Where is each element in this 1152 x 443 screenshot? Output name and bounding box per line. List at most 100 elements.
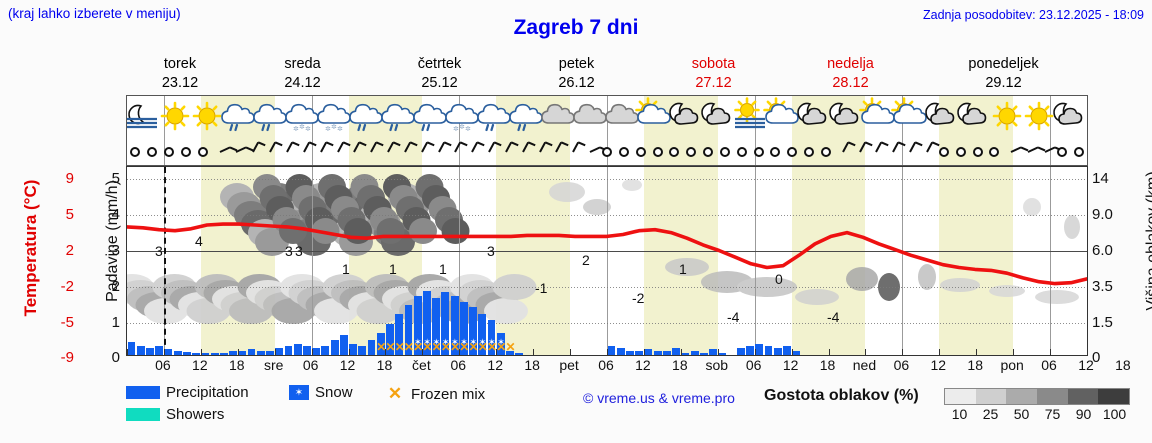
wind-barb-icon bbox=[864, 139, 890, 163]
x-axis-label: 06 bbox=[155, 357, 171, 373]
wind-calm-icon bbox=[747, 139, 771, 163]
wind-barb-icon bbox=[292, 139, 317, 163]
precipitation-bar bbox=[699, 353, 708, 355]
precipitation-bar bbox=[284, 345, 293, 355]
x-axis-label: 06 bbox=[302, 357, 319, 373]
wind-calm-icon bbox=[730, 139, 754, 163]
temperature-tick: -9 bbox=[60, 349, 74, 366]
precipitation-bar bbox=[487, 320, 496, 355]
wind-barb-icon bbox=[359, 139, 384, 163]
weather-icon-sun-cloud bbox=[635, 97, 675, 137]
x-axis-label: čet bbox=[412, 357, 431, 373]
wind-calm-icon bbox=[140, 139, 164, 163]
cloud-density-ramp-label: 25 bbox=[982, 406, 999, 422]
precipitation-bar bbox=[450, 296, 459, 355]
day-date: 26.12 bbox=[558, 75, 595, 91]
temperature-point-label: 2 bbox=[582, 252, 590, 269]
precipitation-bar bbox=[469, 307, 477, 355]
snow-marker: ✶ bbox=[423, 337, 431, 347]
precipitation-bar bbox=[404, 305, 413, 355]
wind-calm-icon bbox=[679, 139, 703, 163]
precipitation-bar bbox=[413, 296, 422, 355]
wind-barb-icon bbox=[410, 139, 435, 163]
wind-calm-icon bbox=[949, 139, 973, 163]
precipitation-tick: 4 bbox=[111, 206, 120, 223]
legend-frozen-mix-label: Frozen mix bbox=[411, 385, 486, 403]
x-axis-label: 06 bbox=[450, 357, 467, 373]
frozen-mix-marker: ✕ bbox=[440, 340, 451, 354]
wind-barb-icon bbox=[528, 139, 553, 163]
wind-barb-icon bbox=[494, 139, 519, 163]
x-tick bbox=[274, 349, 276, 355]
temperature-tick: 5 bbox=[65, 206, 74, 223]
precipitation-tick: 5 bbox=[111, 170, 120, 187]
day-header-torek: torek 23.12 bbox=[126, 52, 234, 92]
wind-calm-icon bbox=[713, 139, 737, 163]
frozen-mix-marker: ✕ bbox=[413, 340, 424, 354]
precipitation-bar bbox=[764, 345, 773, 355]
day-separator bbox=[1050, 137, 1052, 165]
svg-text:✲: ✲ bbox=[337, 125, 343, 133]
wind-calm-icon bbox=[1050, 139, 1074, 163]
cloud-height-tick: 3.5 bbox=[1092, 278, 1113, 295]
x-tick bbox=[1013, 349, 1015, 355]
x-tick bbox=[385, 349, 387, 355]
cloud-density-ramp-label: 50 bbox=[1013, 406, 1030, 422]
svg-text:✲: ✲ bbox=[453, 125, 459, 133]
wind-barb-icon bbox=[1016, 139, 1046, 163]
x-tick bbox=[754, 349, 756, 355]
wind-barb-icon bbox=[393, 139, 418, 163]
snow-marker: ✶ bbox=[497, 337, 505, 347]
precipitation-bar bbox=[644, 349, 653, 355]
precipitation-bar bbox=[755, 343, 764, 355]
cloud-height-tick: 9.0 bbox=[1092, 206, 1113, 223]
precipitation-tick: 1 bbox=[111, 314, 120, 331]
precipitation-bar bbox=[321, 345, 330, 355]
day-date: 24.12 bbox=[284, 75, 321, 91]
copyright-link[interactable]: © vreme.us & vreme.pro bbox=[583, 390, 735, 406]
cloud-density-ramp-label: 10 bbox=[951, 406, 968, 422]
x-axis-label: sre bbox=[263, 357, 284, 373]
cloud-height-tick: 1.5 bbox=[1092, 314, 1113, 331]
wind-barb-icon bbox=[511, 139, 536, 163]
temperature-tick: 2 bbox=[65, 242, 74, 259]
svg-text:✲: ✲ bbox=[293, 125, 299, 133]
wind-calm-icon bbox=[191, 139, 215, 163]
frozen-mix-marker: ✕ bbox=[376, 340, 387, 354]
wind-calm-icon bbox=[966, 139, 990, 163]
wind-calm-icon bbox=[612, 139, 636, 163]
weather-icon-moon-cloud bbox=[667, 97, 707, 137]
temperature-point-label: 4 bbox=[195, 233, 203, 250]
wind-calm-icon bbox=[797, 139, 821, 163]
temperature-point-label: 1 bbox=[342, 261, 350, 278]
day-gridline bbox=[459, 167, 461, 355]
daylight-band bbox=[348, 137, 423, 165]
cloud-density-ramp-step bbox=[975, 389, 1007, 404]
precipitation-bar bbox=[266, 351, 274, 355]
wind-barb-icon bbox=[376, 139, 401, 163]
precipitation-bar bbox=[395, 314, 404, 355]
frozen-mix-marker: ✕ bbox=[394, 340, 405, 354]
precipitation-bar bbox=[312, 347, 321, 355]
svg-text:✲: ✲ bbox=[465, 125, 471, 133]
snow-marker: ✶ bbox=[451, 337, 459, 347]
precipitation-tick: 2 bbox=[111, 278, 120, 295]
x-tick bbox=[422, 349, 424, 355]
precipitation-bar bbox=[136, 345, 145, 355]
temperature-point-label: -4 bbox=[727, 308, 740, 325]
temperature-curve bbox=[127, 222, 1087, 286]
weather-icon-moon-cloud bbox=[699, 97, 739, 137]
cloud-density-ramp-step bbox=[945, 389, 976, 404]
x-axis-label: sob bbox=[705, 357, 729, 373]
precipitation-bar bbox=[515, 353, 524, 355]
x-tick bbox=[680, 349, 682, 355]
horizontal-gridline bbox=[127, 251, 1087, 252]
precipitation-bar bbox=[219, 353, 228, 355]
precipitation-tick: 0 bbox=[111, 349, 120, 366]
weather-icon-moon-cloud bbox=[1051, 97, 1087, 137]
wind-calm-icon bbox=[1067, 139, 1087, 163]
snow-marker: ✶ bbox=[488, 337, 496, 347]
precipitation-bar bbox=[690, 351, 699, 355]
x-tick bbox=[976, 349, 978, 355]
day-name: nedelja bbox=[827, 56, 874, 72]
